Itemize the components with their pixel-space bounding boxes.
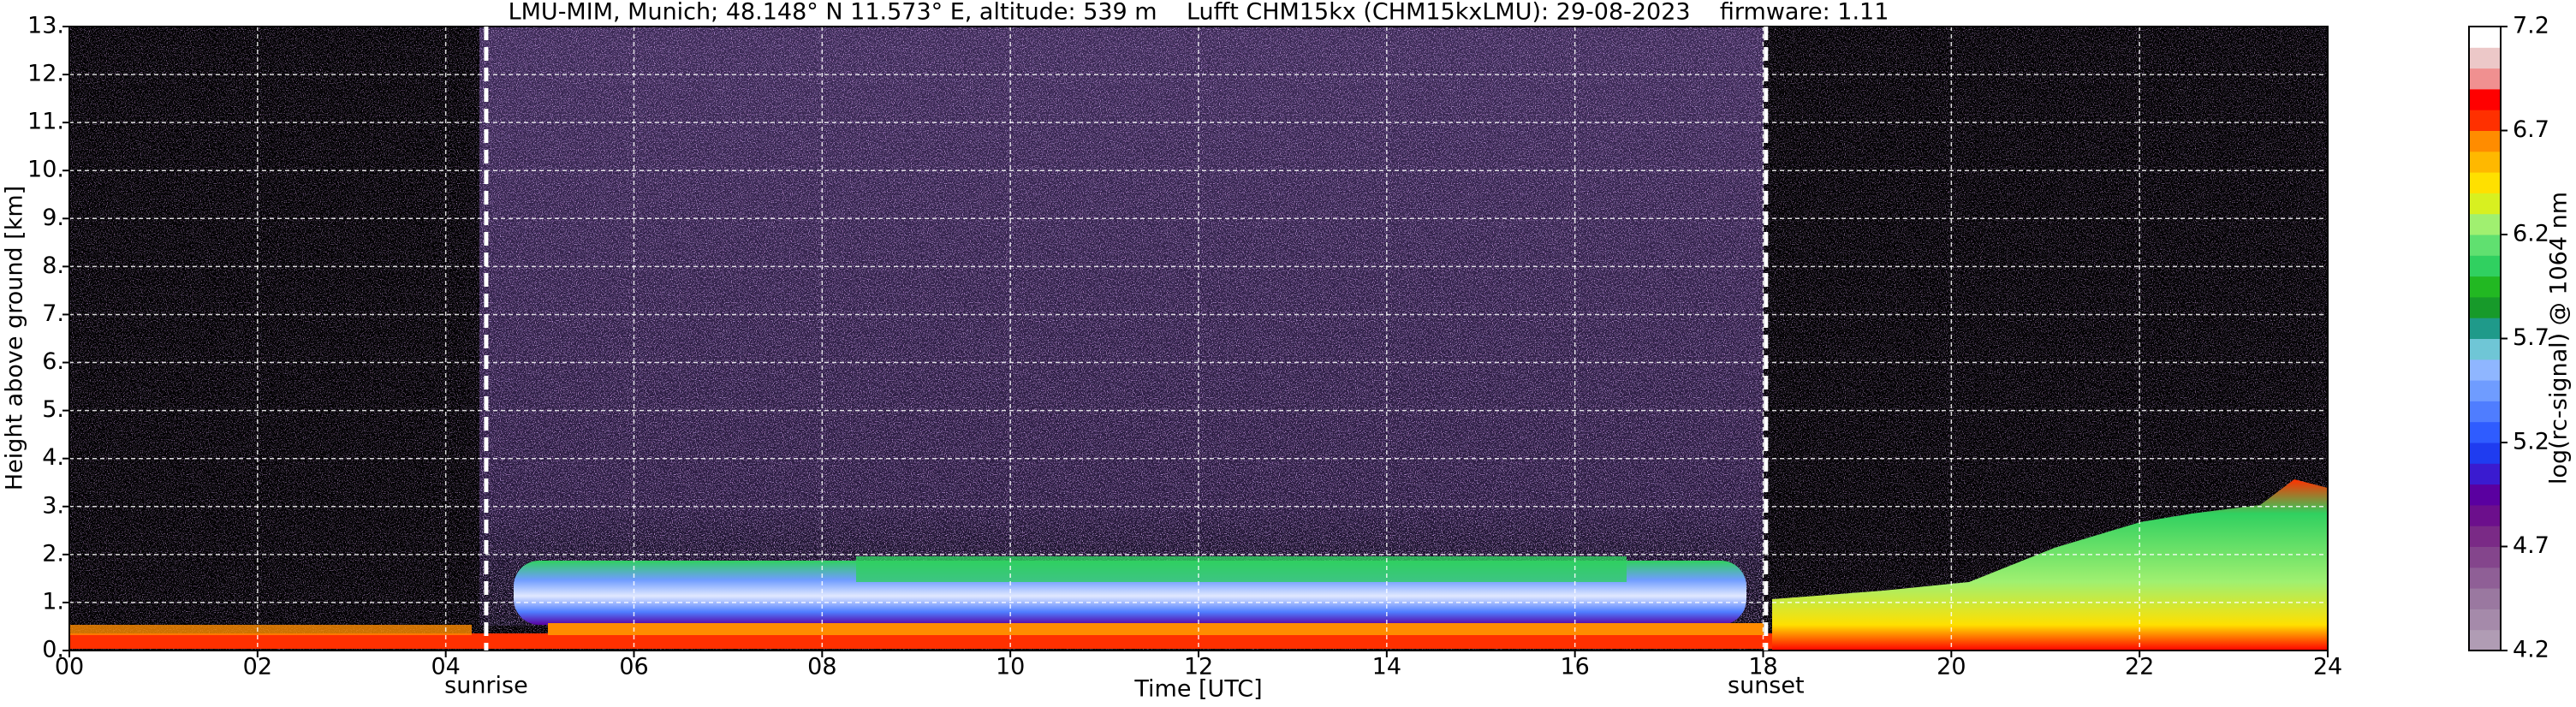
- annotation-label: sunset: [1728, 673, 1805, 699]
- colorbar-level: [2469, 504, 2501, 526]
- x-tick-label: 02: [243, 654, 272, 680]
- y-tick-label: 0.: [42, 637, 64, 663]
- y-tick-label: 6.: [42, 348, 64, 375]
- colorbar-level: [2469, 629, 2501, 651]
- colorbar-level: [2469, 276, 2501, 298]
- colorbar-level: [2469, 130, 2501, 152]
- colorbar-tick-label: 6.7: [2513, 116, 2549, 143]
- colorbar-level: [2469, 359, 2501, 381]
- colorbar-level: [2469, 235, 2501, 256]
- x-tick-label: 18: [1748, 654, 1777, 680]
- boundary-top: [856, 556, 1627, 582]
- colorbar-level: [2469, 421, 2501, 443]
- x-tick-label: 10: [996, 654, 1025, 680]
- daytime-speck: [479, 27, 1764, 626]
- colorbar-level: [2469, 318, 2501, 339]
- x-tick-label: 24: [2313, 654, 2342, 680]
- colorbar-tick-label: 6.2: [2513, 221, 2549, 247]
- annotation-label: sunrise: [444, 673, 528, 699]
- colorbar-level: [2469, 193, 2501, 215]
- y-tick-label: 13.: [27, 13, 64, 39]
- x-tick-label: 06: [619, 654, 648, 680]
- x-tick-label: 20: [1936, 654, 1966, 680]
- colorbar-level: [2469, 88, 2501, 110]
- evening-layer: [1772, 479, 2328, 651]
- colorbar-tick-label: 5.7: [2513, 324, 2549, 351]
- x-tick-label: 00: [55, 654, 84, 680]
- colorbar-level: [2469, 609, 2501, 631]
- colorbar-level: [2469, 110, 2501, 131]
- colorbar-level: [2469, 546, 2501, 568]
- y-tick-label: 5.: [42, 396, 64, 423]
- y-tick-label: 9.: [42, 205, 64, 231]
- y-tick-label: 3.: [42, 492, 64, 519]
- y-tick-label: 2.: [42, 540, 64, 567]
- y-tick-label: 8.: [42, 253, 64, 279]
- colorbar-level: [2469, 526, 2501, 547]
- y-tick-label: 1.: [42, 588, 64, 615]
- colorbar-level: [2469, 255, 2501, 277]
- x-tick-label: 08: [807, 654, 836, 680]
- x-tick-label: 12: [1184, 654, 1213, 680]
- chart-title: LMU-MIM, Munich; 48.148° N 11.573° E, al…: [509, 0, 1889, 26]
- colorbar-level: [2469, 68, 2501, 90]
- x-axis-label: Time [UTC]: [1133, 676, 1262, 703]
- y-tick-label: 10.: [27, 157, 64, 183]
- day-layer: [548, 623, 1764, 635]
- y-tick-label: 4.: [42, 444, 64, 471]
- colorbar-level: [2469, 463, 2501, 485]
- colorbar-level: [2469, 443, 2501, 464]
- colorbar-level: [2469, 588, 2501, 609]
- colorbar-label: log(rc-signal) @ 1064 nm: [2546, 192, 2573, 484]
- colorbar-level: [2469, 296, 2501, 318]
- colorbar-level: [2469, 213, 2501, 235]
- colorbar-tick-label: 5.2: [2513, 429, 2549, 455]
- x-tick-label: 22: [2125, 654, 2154, 680]
- colorbar-tick-label: 4.2: [2513, 637, 2549, 663]
- x-tick-label: 16: [1560, 654, 1589, 680]
- colorbar-tick-label: 7.2: [2513, 13, 2549, 39]
- x-tick-label: 14: [1372, 654, 1401, 680]
- colorbar-level: [2469, 151, 2501, 173]
- colorbar-tick-label: 4.7: [2513, 532, 2549, 559]
- night-layer: [69, 625, 472, 635]
- colorbar-level: [2469, 172, 2501, 193]
- colorbar-level: [2469, 47, 2501, 69]
- colorbar-level: [2469, 338, 2501, 360]
- y-tick-label: 12.: [27, 61, 64, 87]
- colorbar-level: [2469, 484, 2501, 506]
- plot-frame: [68, 26, 2329, 651]
- y-tick-label: 11.: [27, 109, 64, 135]
- y-axis-label: Height above ground [km]: [2, 186, 28, 490]
- colorbar-level: [2469, 401, 2501, 423]
- y-tick-label: 7.: [42, 300, 64, 327]
- x-tick-label: 04: [431, 654, 460, 680]
- colorbar-level: [2469, 380, 2501, 401]
- colorbar-level: [2469, 27, 2501, 48]
- colorbar-level: [2469, 567, 2501, 589]
